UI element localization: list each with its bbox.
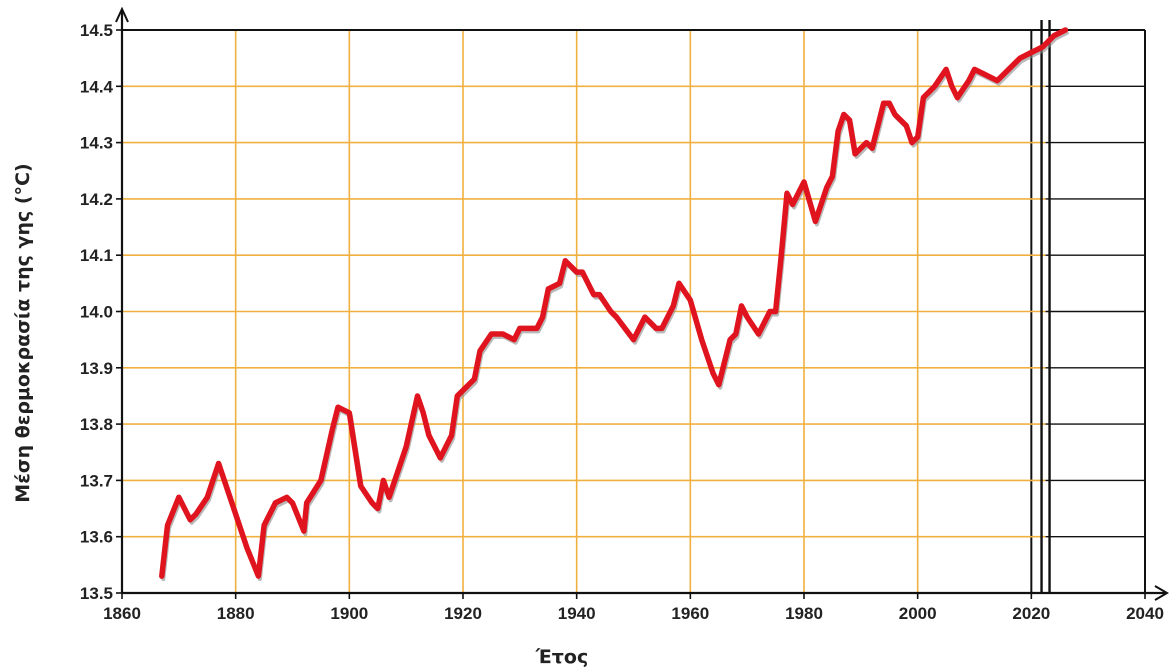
y-tick-label-14.1: 14.1: [80, 246, 113, 265]
x-axis-title: Έτος: [535, 646, 589, 668]
x-axis-arrow: [1154, 585, 1169, 601]
x-tick-label-1980: 1980: [785, 604, 823, 623]
x-tick-label-1860: 1860: [103, 604, 141, 623]
y-axis-title: Μέση θερμοκρασία της γης (°C): [12, 163, 34, 502]
y-tick-label-14: 14.0: [80, 303, 113, 322]
y-tick-label-14.5: 14.5: [80, 21, 113, 40]
series-layer: [159, 27, 1069, 582]
x-tick-label-1920: 1920: [444, 604, 482, 623]
y-tick-labels: 13.5 13.6 13.7 13.8 13.9 14.0 14.1 14.2 14.3 14.4…: [80, 21, 114, 603]
x-tick-label-1900: 1900: [330, 604, 368, 623]
horizontal-gridlines: [122, 29, 1145, 538]
y-axis-arrow: [115, 6, 129, 23]
x-tick-label-1960: 1960: [671, 604, 709, 623]
y-tick-label-13.6: 13.6: [80, 528, 113, 547]
y-tick-label-14.3: 14.3: [80, 134, 113, 153]
x-tick-label-2040: 2040: [1126, 604, 1164, 623]
y-tick-label-14.4: 14.4: [80, 77, 114, 96]
x-tick-labels: 1860 1880 1900 1920 1940 1960 1980 2000 2020 2040: [103, 604, 1164, 623]
y-tick-label-13.9: 13.9: [80, 359, 113, 378]
x-tick-label-1880: 1880: [217, 604, 255, 623]
axes: [115, 6, 1169, 601]
y-tick-label-14.2: 14.2: [80, 190, 113, 209]
x-tick-label-1940: 1940: [558, 604, 596, 623]
y-tick-label-13.5: 13.5: [80, 584, 113, 603]
chart-frame: [122, 20, 1145, 593]
series-line-shadow-0: [161, 31, 1069, 582]
y-tick-label-13.7: 13.7: [80, 471, 113, 490]
x-tick-label-2020: 2020: [1012, 604, 1050, 623]
series-line-0: [159, 27, 1069, 579]
y-tick-label-13.8: 13.8: [80, 415, 113, 434]
x-tick-label-2000: 2000: [899, 604, 937, 623]
